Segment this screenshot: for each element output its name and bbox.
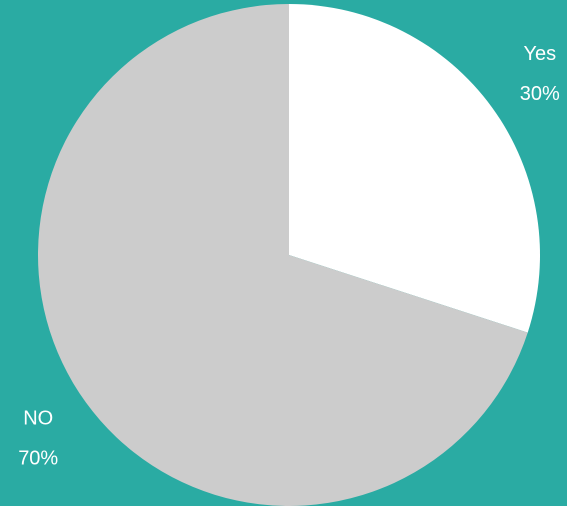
slice-label: NO — [23, 407, 53, 429]
pie-slice — [289, 4, 541, 333]
slice-label: Yes — [523, 43, 556, 65]
slice-value-label: 70% — [18, 447, 58, 469]
pie-slice — [38, 4, 528, 506]
slice-value-label: 30% — [520, 83, 560, 105]
